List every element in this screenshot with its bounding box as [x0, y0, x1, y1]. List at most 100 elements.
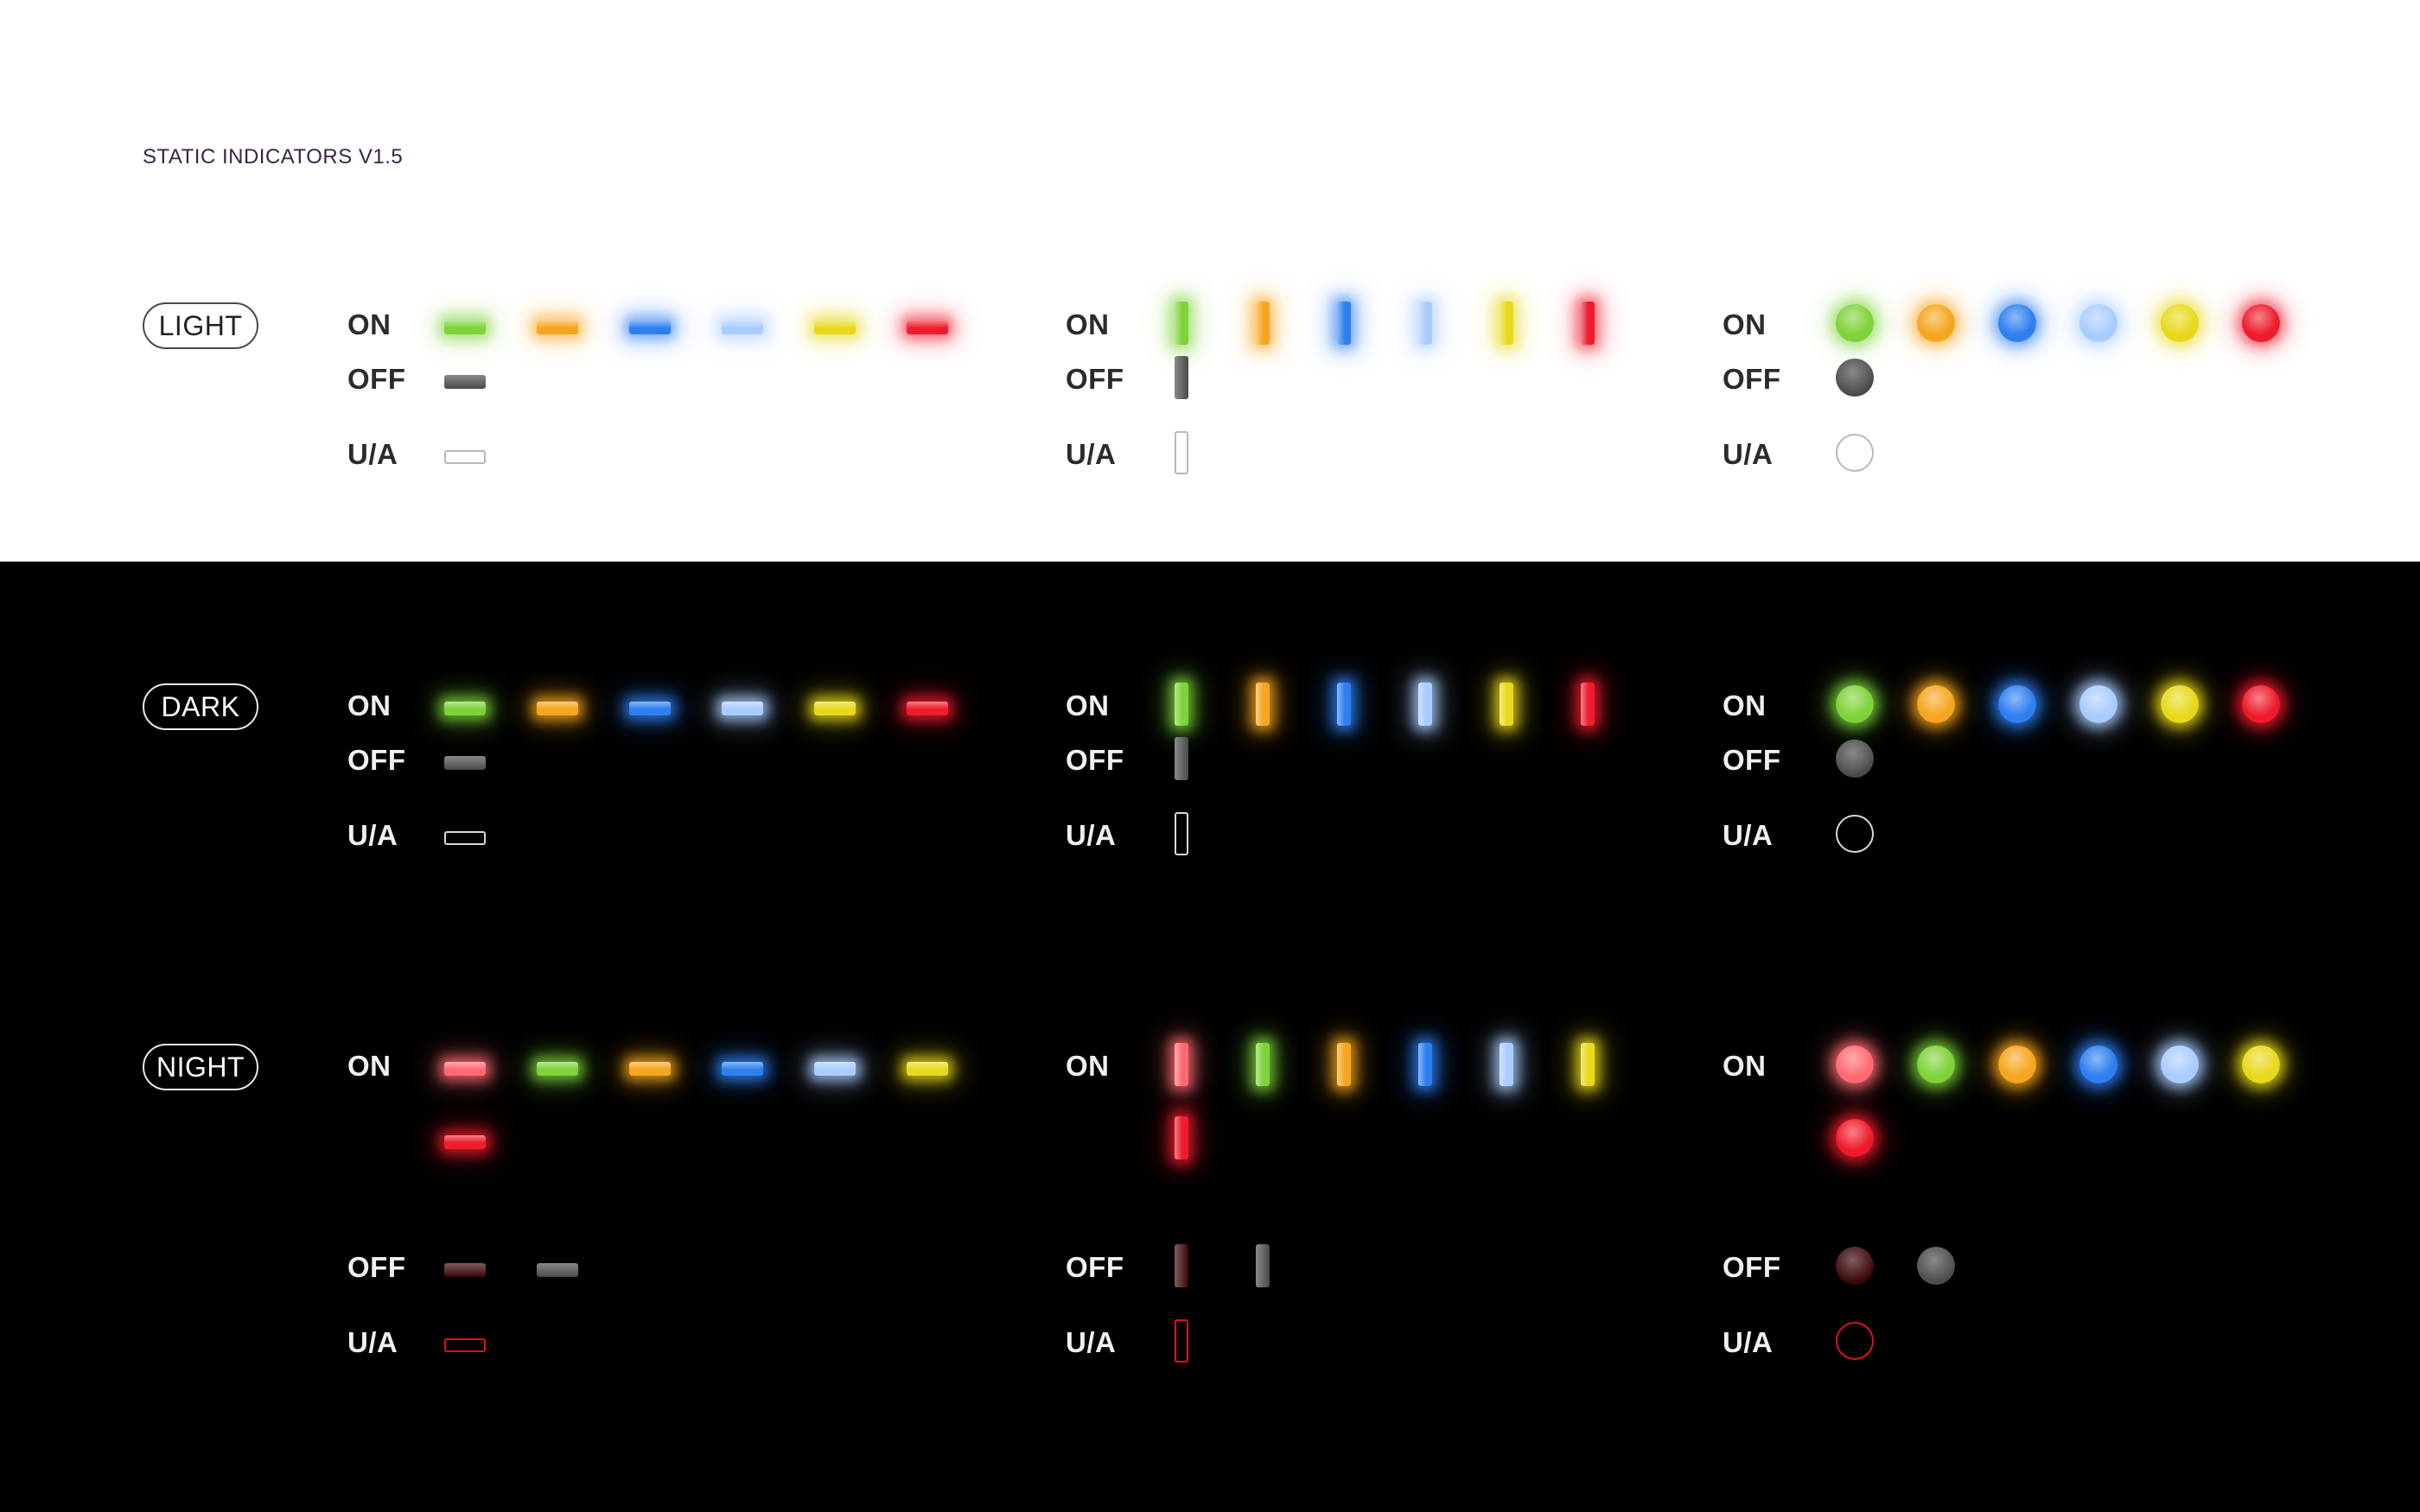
hbar-indicator-off	[444, 375, 486, 389]
circle-indicator-on-blue	[1998, 685, 2036, 723]
circle-indicator-on-blue	[2079, 1045, 2118, 1083]
off-label: OFF	[1723, 744, 1781, 776]
circle-indicator-on-red	[2242, 685, 2280, 723]
ua-label: U/A	[347, 819, 398, 851]
hbar-indicator-unavailable	[444, 831, 486, 845]
hbar-indicator-on-red	[907, 702, 948, 715]
hbar-indicator-on-red	[907, 321, 948, 334]
on-label: ON	[1723, 689, 1767, 721]
on-label: ON	[1066, 689, 1110, 721]
circle-indicator-off	[1836, 359, 1874, 397]
hbar-indicator-on-lightblue	[722, 702, 763, 715]
hbar-indicator-on-blue	[629, 702, 671, 715]
hbar-indicator-on-orange	[537, 321, 578, 334]
ua-label: U/A	[1723, 819, 1774, 851]
circle-indicator-unavailable	[1836, 1322, 1874, 1360]
ua-label: U/A	[1723, 438, 1774, 470]
vbar-indicator-on-lightblue	[1500, 1043, 1513, 1086]
vbar-indicator-off	[1175, 356, 1188, 399]
circle-indicator-on-green	[1836, 685, 1874, 723]
hbar-indicator-on-green	[444, 321, 486, 334]
vbar-indicator-unavailable	[1175, 431, 1188, 474]
on-label: ON	[347, 689, 392, 721]
off-label: OFF	[1723, 363, 1781, 395]
vbar-indicator-on-yellow	[1500, 302, 1513, 345]
hbar-indicator-on-blue	[722, 1062, 763, 1076]
circle-indicator-off	[1836, 1247, 1874, 1285]
off-label: OFF	[1066, 1251, 1124, 1283]
on-label: ON	[1723, 308, 1767, 340]
vbar-indicator-on-yellow	[1581, 1043, 1595, 1086]
circle-indicator-on-green	[1836, 304, 1874, 342]
circle-indicator-unavailable	[1836, 434, 1874, 472]
on-label: ON	[1066, 1050, 1110, 1082]
circle-indicator-on-orange	[1917, 304, 1955, 342]
ua-label: U/A	[1723, 1326, 1774, 1358]
off-label: OFF	[347, 363, 406, 395]
hbar-indicator-on-red	[444, 1135, 486, 1149]
vbar-indicator-on-salmon	[1175, 1043, 1188, 1086]
vbar-indicator-on-orange	[1337, 1043, 1351, 1086]
vbar-indicator-off	[1175, 1244, 1188, 1287]
ua-label: U/A	[347, 1326, 398, 1358]
vbar-indicator-off	[1256, 1244, 1270, 1287]
hbar-indicator-on-orange	[537, 702, 578, 715]
off-label: OFF	[1066, 744, 1124, 776]
hbar-indicator-off	[444, 756, 486, 770]
off-label: OFF	[1723, 1251, 1781, 1283]
circle-indicator-unavailable	[1836, 815, 1874, 853]
hbar-indicator-on-yellow	[907, 1062, 948, 1076]
hbar-indicator-on-green	[444, 702, 486, 715]
on-label: ON	[347, 1050, 392, 1082]
vbar-indicator-on-yellow	[1500, 683, 1513, 726]
on-label: ON	[1066, 308, 1110, 340]
circle-indicator-on-yellow	[2242, 1045, 2280, 1083]
hbar-indicator-unavailable	[444, 1338, 486, 1352]
circle-indicator-on-green	[1917, 1045, 1955, 1083]
theme-pill-light: LIGHT	[143, 302, 258, 349]
hbar-indicator-on-green	[537, 1062, 578, 1076]
circle-indicator-on-red	[1836, 1119, 1874, 1157]
on-label: ON	[1723, 1050, 1767, 1082]
ua-label: U/A	[1066, 1326, 1117, 1358]
hbar-indicator-on-blue	[629, 321, 671, 334]
circle-indicator-off	[1917, 1247, 1955, 1285]
circle-indicator-off	[1836, 740, 1874, 778]
ua-label: U/A	[1066, 438, 1117, 470]
hbar-indicator-on-yellow	[814, 321, 856, 334]
vbar-indicator-on-blue	[1418, 1043, 1432, 1086]
hbar-indicator-on-salmon	[444, 1062, 486, 1076]
page-title: STATIC INDICATORS V1.5	[143, 145, 404, 168]
vbar-indicator-on-red	[1581, 302, 1595, 345]
circle-indicator-on-salmon	[1836, 1045, 1874, 1083]
hbar-indicator-off	[537, 1263, 578, 1277]
vbar-indicator-on-green	[1175, 302, 1188, 345]
circle-indicator-on-orange	[1998, 1045, 2036, 1083]
vbar-indicator-on-blue	[1337, 683, 1351, 726]
vbar-indicator-on-red	[1175, 1116, 1188, 1159]
off-label: OFF	[347, 744, 406, 776]
off-label: OFF	[1066, 363, 1124, 395]
circle-indicator-on-blue	[1998, 304, 2036, 342]
vbar-indicator-on-green	[1256, 1043, 1270, 1086]
circle-indicator-on-orange	[1917, 685, 1955, 723]
vbar-indicator-on-green	[1175, 683, 1188, 726]
circle-indicator-on-red	[2242, 304, 2280, 342]
vbar-indicator-on-lightblue	[1418, 683, 1432, 726]
hbar-indicator-on-yellow	[814, 702, 856, 715]
circle-indicator-on-lightblue	[2079, 304, 2118, 342]
vbar-indicator-unavailable	[1175, 1319, 1188, 1363]
theme-pill-dark: DARK	[143, 683, 258, 730]
circle-indicator-on-yellow	[2161, 685, 2199, 723]
ua-label: U/A	[347, 438, 398, 470]
circle-indicator-on-lightblue	[2079, 685, 2118, 723]
vbar-indicator-unavailable	[1175, 812, 1188, 855]
hbar-indicator-on-lightblue	[722, 321, 763, 334]
vbar-indicator-on-orange	[1256, 683, 1270, 726]
circle-indicator-on-yellow	[2161, 304, 2199, 342]
vbar-indicator-on-lightblue	[1418, 302, 1432, 345]
hbar-indicator-unavailable	[444, 450, 486, 464]
theme-pill-night: NIGHT	[143, 1044, 258, 1090]
vbar-indicator-off	[1175, 737, 1188, 780]
circle-indicator-on-lightblue	[2161, 1045, 2199, 1083]
